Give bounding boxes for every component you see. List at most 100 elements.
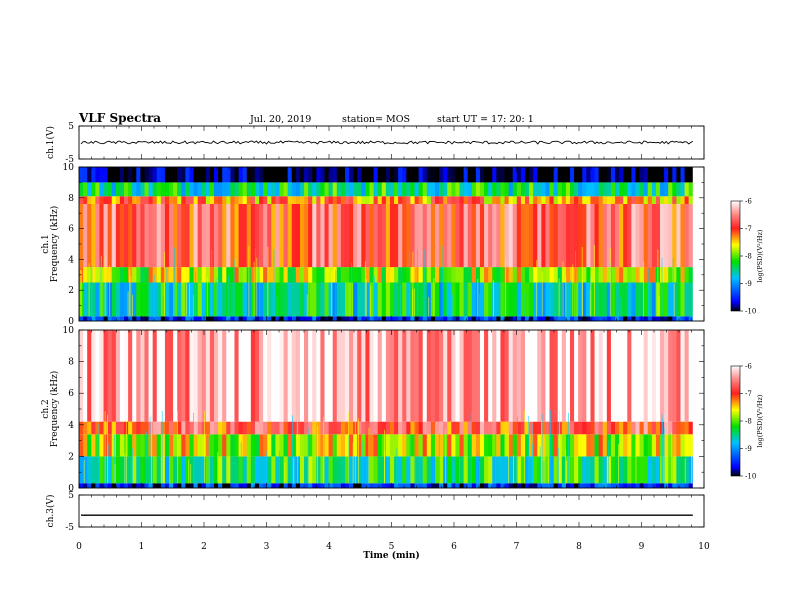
spectrogram-cell — [430, 330, 436, 422]
spectrogram-cell — [160, 456, 166, 484]
ch1-trace — [80, 140, 694, 145]
spectrogram-cell — [369, 282, 374, 317]
spectrogram-cell — [520, 421, 526, 435]
x-tick-label: 5 — [389, 542, 395, 552]
spectrogram-cell — [238, 421, 244, 435]
spectrogram-cell — [627, 330, 632, 422]
spectrogram-cell — [91, 167, 96, 183]
spectrogram-cell — [443, 330, 448, 422]
spectrogram-cell — [344, 167, 350, 183]
spectrogram-cell — [91, 282, 96, 317]
spectrogram-cell — [222, 282, 227, 317]
spectrogram-cell — [381, 182, 387, 197]
spectrogram-cell — [136, 182, 141, 197]
spectrogram-cell — [676, 203, 681, 268]
spectrogram-cell — [647, 203, 653, 268]
spectrogram-cell — [324, 316, 329, 321]
spectrogram-cell — [197, 456, 203, 484]
spectrogram-cell — [275, 483, 280, 488]
spectrogram-cell — [295, 330, 301, 422]
spectrogram-cell — [598, 483, 604, 488]
spectrogram-cell — [79, 330, 84, 422]
spectrogram-cell — [549, 434, 555, 457]
spectrogram-cell — [529, 483, 534, 488]
spectrogram-cell — [193, 182, 199, 197]
spectrogram-cell — [610, 316, 616, 321]
spectrogram-cell — [136, 203, 141, 268]
spectrogram-cell — [471, 316, 477, 321]
spectrogram-cell — [304, 456, 309, 484]
spectrogram-cell — [107, 203, 113, 268]
spectrogram-cell — [250, 196, 256, 204]
spectrogram-cell — [173, 167, 178, 183]
spectrogram-cell — [349, 456, 354, 484]
spectrogram-cell — [590, 196, 595, 204]
spectrogram-cell — [181, 483, 186, 488]
spectrogram-cell — [529, 267, 534, 283]
spectrogram-cell — [578, 316, 583, 321]
spectrogram-cell — [344, 483, 350, 488]
spectrogram-cell — [676, 456, 681, 484]
spectrogram-cell — [324, 434, 329, 457]
spectrogram-cell — [533, 421, 538, 435]
spectrogram-cell — [451, 456, 456, 484]
spectrogram-cell — [271, 330, 276, 422]
spectrogram-cell — [430, 203, 436, 268]
spectrogram-cell — [418, 267, 424, 283]
spectrogram-cell — [234, 282, 239, 317]
spectrogram-cell — [275, 456, 280, 484]
spectrogram-cell — [459, 196, 465, 204]
spectrogram-cell — [524, 167, 530, 183]
spectrogram-cell — [373, 483, 379, 488]
spectrogram-cell — [349, 203, 354, 268]
spectrogram-cell — [606, 282, 612, 317]
spectrogram-cell — [189, 267, 194, 283]
spectrogram-cell — [173, 483, 178, 488]
spectrogram-cell — [344, 421, 350, 435]
spectrogram-cell — [688, 282, 694, 317]
spectrogram-cell — [119, 483, 125, 488]
spectrogram-cell — [488, 203, 493, 268]
colorbar-tick-label: -9 — [745, 280, 752, 288]
spectrogram-cell — [222, 483, 227, 488]
spectrogram-cell — [602, 421, 608, 435]
spectrogram-cell — [627, 282, 632, 317]
spectrogram-cell — [479, 483, 485, 488]
spectrogram-cell — [430, 456, 436, 484]
spectrogram-cell — [402, 483, 407, 488]
spectrogram-cell — [463, 456, 469, 484]
spectrogram-cell — [353, 316, 358, 321]
y-axis-label: ch.1 — [41, 234, 51, 253]
spectrogram-cell — [447, 282, 452, 317]
spectrogram-cell — [316, 182, 321, 197]
spectrogram-cell — [373, 282, 379, 317]
spectrogram-cell — [316, 167, 321, 183]
spectrogram-cell — [271, 167, 276, 183]
spectrogram-cell — [565, 483, 571, 488]
spectrogram-cell — [136, 267, 141, 283]
spectrogram-cell — [606, 167, 612, 183]
spectrogram-cell — [643, 456, 649, 484]
spectrogram-cell — [234, 196, 239, 204]
spectrogram-cell — [234, 330, 239, 422]
spectrogram-cell — [197, 330, 203, 422]
spectrogram-cell — [87, 316, 92, 321]
spectrogram-cell — [214, 203, 219, 268]
spectrogram-cell — [655, 196, 661, 204]
spectrogram-cell — [230, 282, 235, 317]
spectrogram-cell — [299, 267, 305, 283]
spectrogram-cell — [336, 167, 342, 183]
spectrogram-cell — [295, 421, 301, 435]
spectrogram-cell — [680, 196, 685, 204]
spectrogram-cell — [254, 434, 260, 457]
spectrogram-cell — [79, 316, 84, 321]
spectrogram-cell — [291, 434, 297, 457]
spectrogram-cell — [111, 282, 117, 317]
spectrogram-cell — [95, 434, 100, 457]
spectrogram-cell — [561, 282, 567, 317]
spectrogram-cell — [275, 182, 280, 197]
spectrogram-cell — [516, 456, 522, 484]
spectrogram-cell — [353, 330, 358, 422]
spectrogram-cell — [250, 182, 256, 197]
spectrogram-cell — [279, 196, 284, 204]
